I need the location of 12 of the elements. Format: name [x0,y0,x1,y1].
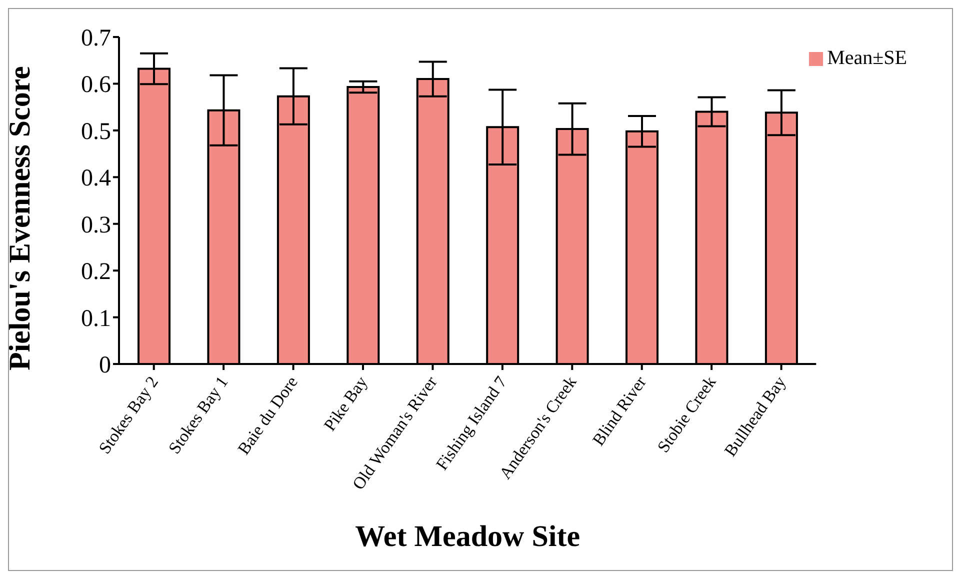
y-tick-label: 0.1 [81,306,111,332]
y-tick-label: 0 [99,352,111,379]
y-tick-label: 0.5 [81,118,111,145]
y-tick-label: 0.7 [81,26,111,52]
y-tick-label: 0.6 [81,72,111,98]
y-tick-label: 0.2 [81,259,111,286]
y-tick-label: 0.4 [81,166,111,192]
x-axis-title: Wet Meadow Site [355,520,580,553]
x-tick-label: Pike Bay [320,372,372,434]
legend-label: Mean±SE [827,47,907,69]
y-tick-label: 0.3 [81,212,111,238]
y-axis-title: Pielou's Evenness Score [4,66,37,370]
